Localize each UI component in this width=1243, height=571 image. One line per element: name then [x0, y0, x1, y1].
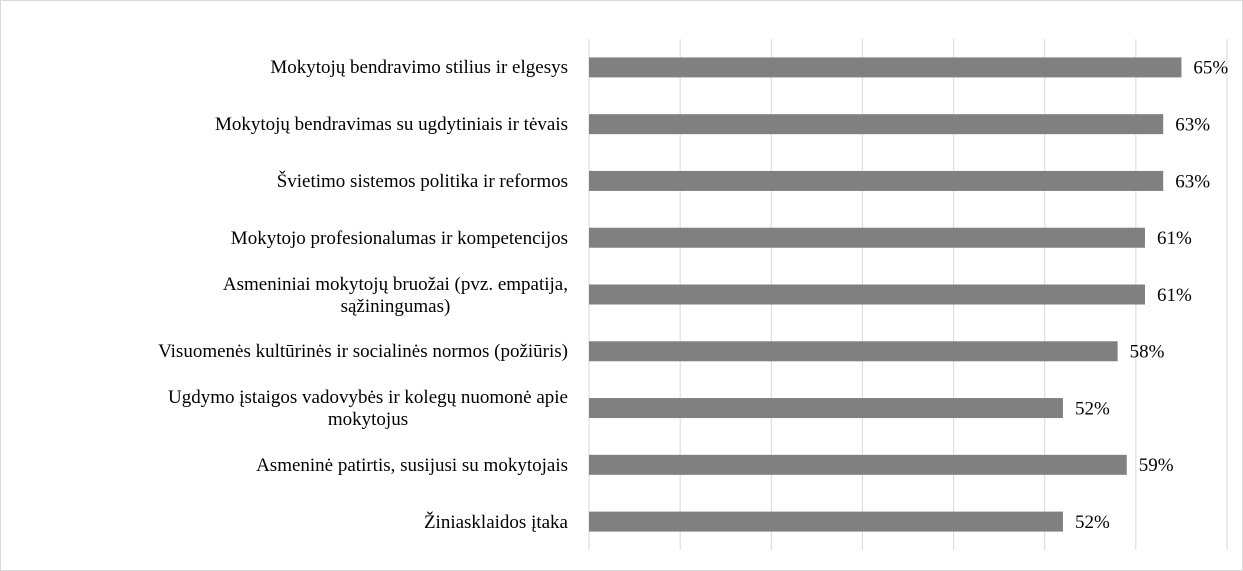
bar	[589, 57, 1182, 78]
value-label: 52%	[1075, 512, 1110, 533]
bar	[589, 511, 1063, 532]
category-label: Visuomenės kultūrinės ir socialinės norm…	[158, 341, 568, 363]
bar	[589, 170, 1164, 191]
bar	[589, 284, 1145, 305]
value-label: 59%	[1139, 455, 1174, 476]
bar	[589, 114, 1164, 135]
category-label: Mokytojų bendravimo stilius ir elgesys	[270, 57, 568, 79]
category-label: Žiniasklaidos įtaka	[423, 511, 568, 533]
bar	[589, 341, 1118, 362]
bar	[589, 454, 1127, 475]
value-label: 63%	[1175, 171, 1210, 192]
value-label: 65%	[1193, 58, 1228, 79]
category-label: Švietimo sistemos politika ir reformos	[276, 170, 568, 192]
category-label: Ugdymo įstaigos vadovybės ir kolegų nuom…	[168, 387, 568, 431]
value-label: 52%	[1075, 398, 1110, 419]
category-label: Asmeninė patirtis, susijusi su mokytojai…	[256, 454, 568, 476]
value-label: 61%	[1157, 285, 1192, 306]
category-label: Mokytojo profesionalumas ir kompetencijo…	[230, 227, 568, 249]
bar	[589, 227, 1145, 248]
value-label: 58%	[1130, 342, 1165, 363]
bar	[589, 398, 1063, 419]
value-label: 61%	[1157, 228, 1192, 249]
category-label: Mokytojų bendravimas su ugdytiniais ir t…	[214, 114, 568, 136]
category-label: Asmeniniai mokytojų bruožai (pvz. empati…	[222, 273, 568, 317]
value-label: 63%	[1175, 115, 1210, 136]
